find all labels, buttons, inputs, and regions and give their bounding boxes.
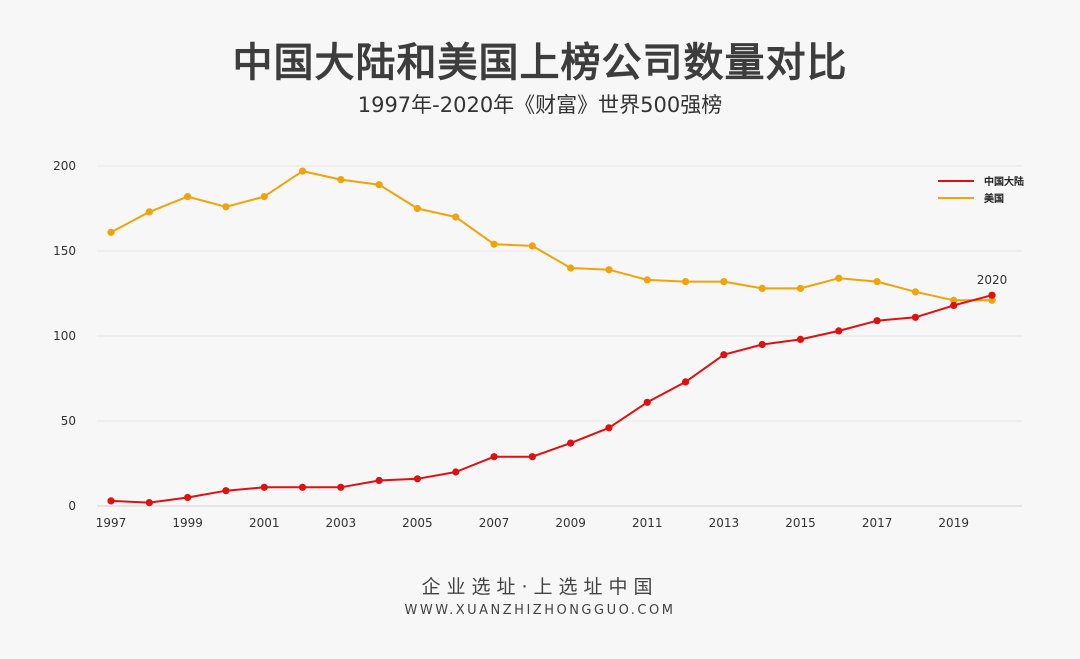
data-point-usa-2015 <box>796 284 805 292</box>
chart-subtitle: 1997年-2020年《财富》世界500强榜 <box>357 93 723 117</box>
data-point-usa-2014 <box>758 284 766 292</box>
data-point-usa-2019 <box>950 296 958 304</box>
legend-swatch-china <box>938 179 974 182</box>
data-point-china-2018 <box>911 313 919 321</box>
data-point-usa-2000 <box>222 203 230 211</box>
legend: 中国大陆 美国 <box>938 172 1024 206</box>
data-point-china-1998 <box>145 499 153 507</box>
data-point-china-2006 <box>452 468 460 476</box>
data-point-china-2014 <box>758 340 766 349</box>
data-point-china-2020 <box>988 291 996 299</box>
data-point-usa-2012 <box>681 278 690 286</box>
data-point-china-2015 <box>796 335 805 343</box>
data-point-usa-2004 <box>375 181 383 189</box>
data-point-usa-2011 <box>643 276 651 284</box>
annotation-2020: 2020 <box>977 273 1008 287</box>
data-point-usa-2001 <box>260 193 268 201</box>
data-point-usa-2018 <box>911 288 919 296</box>
footer-url: WWW.XUANZHIZHONGGUO.COM <box>404 603 676 618</box>
series-line-usa <box>110 170 992 302</box>
legend-item-china: 中国大陆 <box>938 172 1024 189</box>
data-point-china-2002 <box>298 483 307 491</box>
data-point-usa-2016 <box>835 274 843 282</box>
x-tick-label-2017: 2017 <box>862 516 893 530</box>
x-tick-label-2015: 2015 <box>785 516 816 530</box>
data-point-china-2011 <box>643 398 651 406</box>
data-point-usa-2010 <box>605 266 613 274</box>
data-point-china-2016 <box>835 327 843 335</box>
data-point-china-2004 <box>375 476 383 485</box>
data-point-usa-2013 <box>720 278 728 286</box>
x-tick-label-2003: 2003 <box>326 516 357 530</box>
data-point-china-2003 <box>337 483 345 491</box>
x-tick-label-2011: 2011 <box>632 516 663 530</box>
legend-label-china: 中国大陆 <box>984 177 1024 188</box>
data-point-usa-2009 <box>567 264 575 272</box>
x-tick-label-1999: 1999 <box>172 516 203 530</box>
footer-slogan: 企业选址·上选址中国 <box>421 576 659 598</box>
data-point-china-1997 <box>107 497 115 505</box>
x-tick-label-1997: 1997 <box>96 516 127 530</box>
chart-title: 中国大陆和美国上榜公司数量对比 <box>232 40 848 86</box>
data-point-usa-2002 <box>298 167 307 175</box>
data-point-usa-2005 <box>413 204 422 213</box>
data-point-usa-1999 <box>184 193 192 201</box>
data-point-usa-2020 <box>988 296 996 304</box>
y-tick-label-150: 150 <box>53 244 76 258</box>
y-tick-label-0: 0 <box>68 499 76 513</box>
x-tick-label-2001: 2001 <box>249 516 280 530</box>
legend-swatch-usa <box>938 196 974 199</box>
legend-label-usa: 美国 <box>984 194 1004 205</box>
data-point-china-2012 <box>681 378 690 386</box>
data-point-usa-2003 <box>337 176 345 184</box>
data-point-china-2009 <box>567 439 575 447</box>
x-tick-label-2005: 2005 <box>402 516 433 530</box>
data-point-china-2017 <box>873 317 881 325</box>
x-tick-label-2009: 2009 <box>555 516 586 530</box>
data-point-china-2019 <box>950 301 958 309</box>
data-point-china-2008 <box>528 453 536 461</box>
data-point-china-2010 <box>605 424 613 432</box>
data-point-china-2000 <box>222 487 230 495</box>
data-point-usa-2008 <box>528 242 536 250</box>
data-point-china-2001 <box>260 483 268 491</box>
data-point-china-1999 <box>184 493 192 502</box>
y-tick-label-200: 200 <box>53 159 76 173</box>
data-point-china-2013 <box>720 351 728 359</box>
data-point-usa-2006 <box>452 213 460 221</box>
data-point-china-2007 <box>490 453 498 461</box>
legend-item-usa: 美国 <box>938 189 1024 206</box>
data-point-usa-2007 <box>490 240 498 248</box>
data-point-usa-1998 <box>145 208 153 216</box>
data-point-china-2005 <box>413 475 422 483</box>
x-tick-label-2019: 2019 <box>938 516 969 530</box>
y-tick-label-50: 50 <box>61 414 76 428</box>
data-point-usa-2017 <box>873 278 881 286</box>
series-line-china <box>110 294 993 504</box>
y-tick-label-100: 100 <box>53 329 76 343</box>
x-tick-label-2013: 2013 <box>709 516 740 530</box>
data-point-usa-1997 <box>107 228 115 236</box>
x-tick-label-2007: 2007 <box>479 516 510 530</box>
